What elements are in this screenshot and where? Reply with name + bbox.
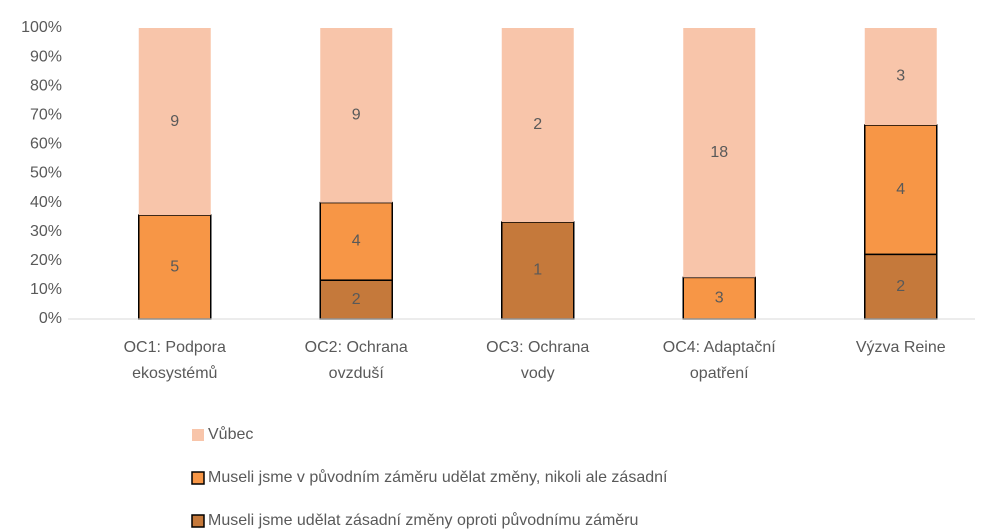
legend-swatch — [191, 471, 205, 485]
x-tick-label: OC2: Ochrana — [305, 339, 408, 356]
y-tick-label: 0% — [39, 310, 62, 327]
data-label: 9 — [170, 113, 179, 130]
y-tick-label: 50% — [30, 165, 62, 182]
legend-swatch — [192, 429, 204, 441]
data-label: 2 — [533, 116, 542, 133]
data-label: 3 — [896, 68, 905, 85]
data-label: 2 — [896, 278, 905, 295]
x-tick-label: OC4: Adaptační — [663, 339, 777, 356]
y-tick-label: 60% — [30, 136, 62, 153]
data-label: 4 — [352, 233, 361, 250]
x-tick-label: OC1: Podpora — [124, 339, 226, 356]
y-tick-label: 40% — [30, 194, 62, 211]
y-tick-label: 30% — [30, 223, 62, 240]
bar-segment — [320, 28, 393, 203]
legend-label: Vůbec — [208, 425, 253, 443]
bar-segment — [864, 124, 938, 256]
bar-segment — [864, 28, 937, 125]
y-tick-label: 90% — [30, 48, 62, 65]
legend-label: Museli jsme udělat zásadní změny oproti … — [208, 511, 638, 529]
y-tick-label: 70% — [30, 107, 62, 124]
data-label: 1 — [533, 262, 542, 279]
x-tick-label: Výzva Reine — [856, 339, 946, 356]
data-label: 2 — [352, 291, 361, 308]
y-tick-label: 20% — [30, 252, 62, 269]
bar-segment — [138, 28, 211, 216]
legend-swatch — [191, 514, 205, 528]
data-label: 18 — [710, 144, 728, 161]
y-tick-label: 80% — [30, 77, 62, 94]
y-tick-label: 10% — [30, 281, 62, 298]
data-label: 4 — [896, 181, 905, 198]
y-tick-label: 100% — [21, 19, 62, 36]
data-label: 3 — [715, 289, 724, 306]
x-tick-label: OC3: Ochrana — [486, 339, 589, 356]
data-label: 5 — [170, 258, 179, 275]
bar-segment — [501, 28, 574, 222]
x-tick-label: vody — [521, 365, 555, 382]
x-tick-label: ekosystémů — [132, 364, 217, 382]
bar-segment — [683, 28, 756, 278]
x-tick-label: ovzduší — [329, 365, 385, 382]
legend-label: Museli jsme v původním záměru udělat změ… — [208, 468, 668, 486]
data-label: 9 — [352, 107, 361, 124]
bar-segment — [138, 214, 212, 320]
x-tick-label: opatření — [690, 365, 749, 382]
bar-segment — [319, 201, 393, 281]
